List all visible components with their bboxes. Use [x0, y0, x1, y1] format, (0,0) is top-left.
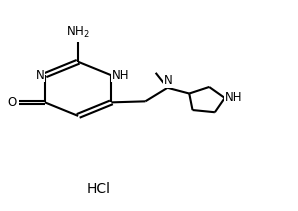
Text: N: N — [164, 74, 173, 87]
Text: HCl: HCl — [87, 182, 111, 196]
Text: N: N — [36, 69, 45, 82]
Text: NH: NH — [225, 91, 242, 104]
Text: NH$_2$: NH$_2$ — [66, 25, 90, 40]
Text: NH: NH — [111, 69, 129, 82]
Text: O: O — [7, 96, 17, 109]
